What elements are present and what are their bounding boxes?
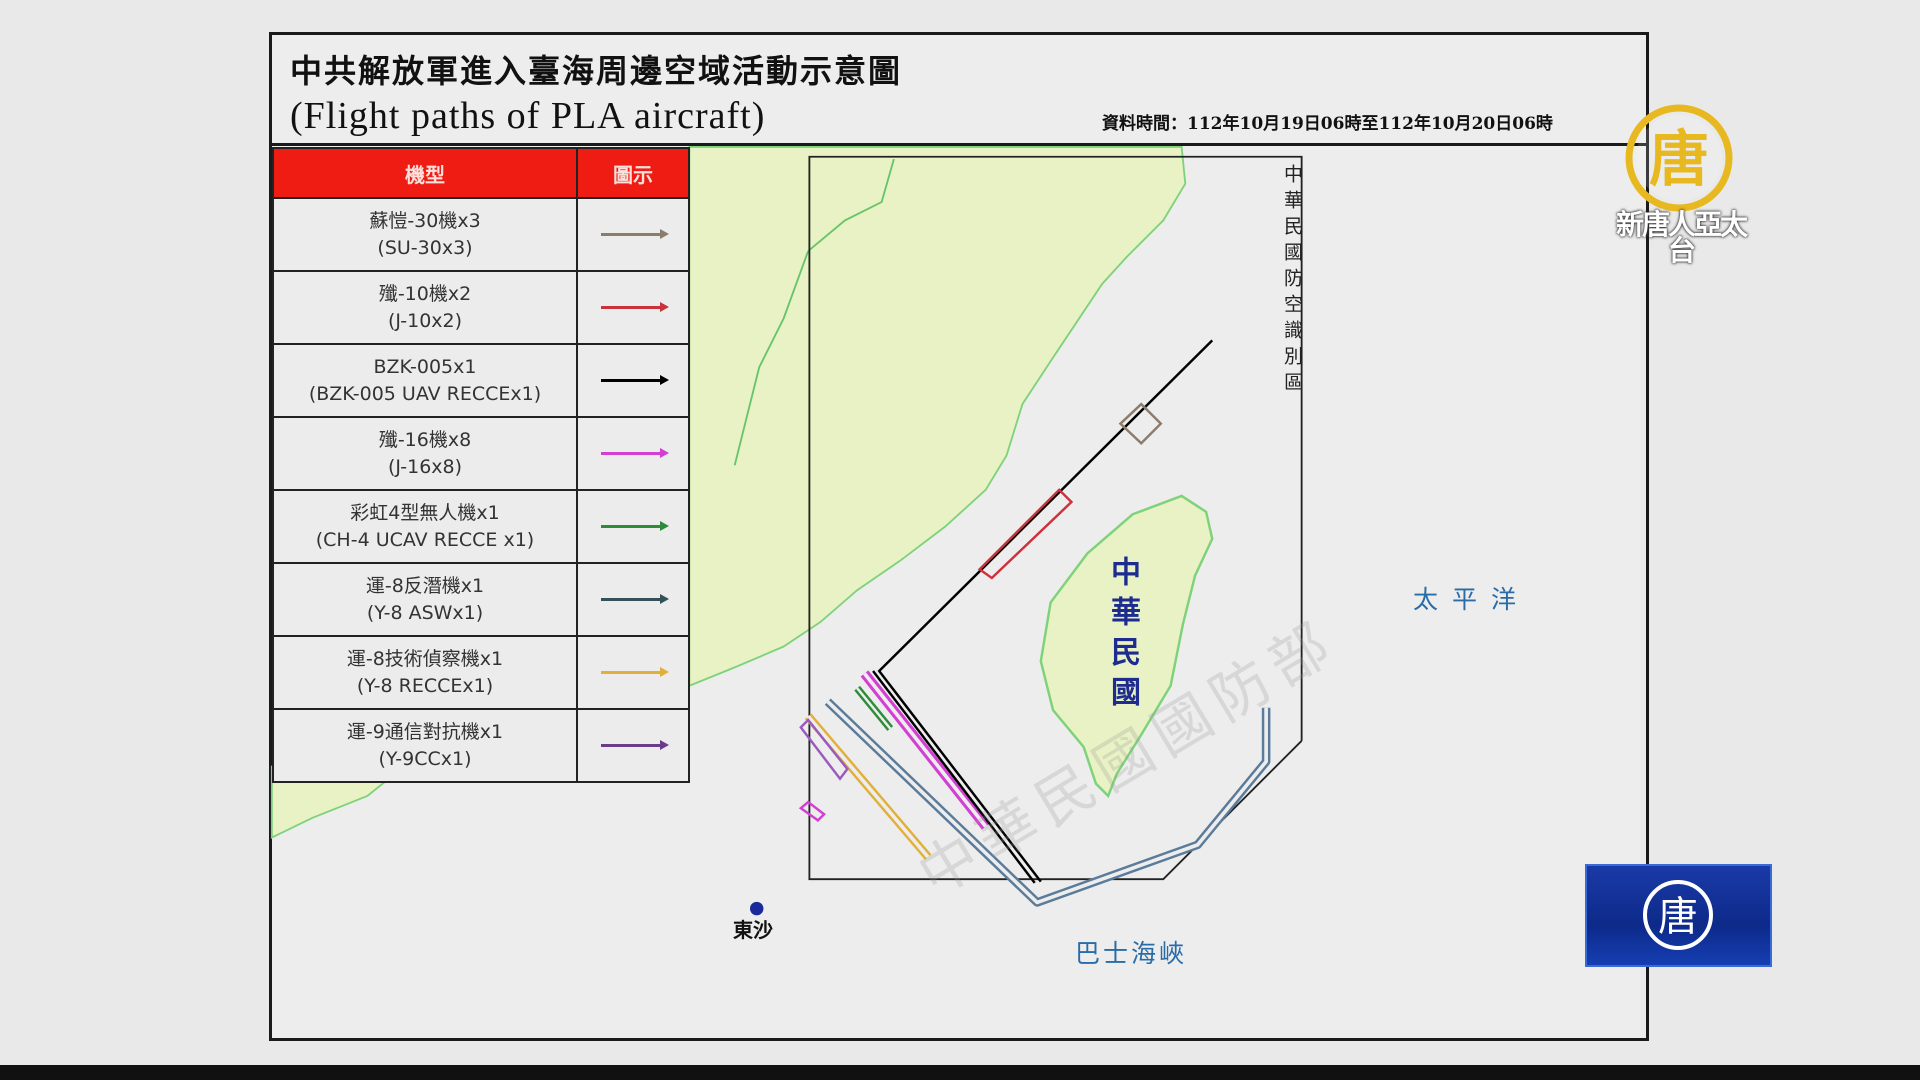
broadcaster-corner-logo: 唐: [1585, 864, 1772, 967]
legend-row: 殲-10機x2 (J-10x2): [272, 270, 690, 345]
adiz-label: 中華民國防空識別區: [1281, 164, 1303, 398]
legend-symbol: [576, 708, 690, 783]
flight-path-y9cc: [799, 718, 849, 781]
dongsha-dot: [750, 901, 764, 916]
aircraft-name-en: (CH-4 UCAV RECCE x1): [315, 528, 535, 551]
legend-symbol: [576, 416, 690, 491]
legend-aircraft: BZK-005x1 (BZK-005 UAV RECCEx1): [272, 343, 578, 418]
legend-aircraft: 殲-16機x8 (J-16x8): [272, 416, 578, 491]
aircraft-name-en: (SU-30x3): [377, 236, 473, 259]
aircraft-name-en: (Y-8 RECCEx1): [356, 674, 494, 697]
flight-path-j16-inner: [863, 672, 988, 828]
video-bottom-bar: [0, 1065, 1920, 1080]
aircraft-name-en: (J-10x2): [387, 309, 463, 332]
legend-aircraft: 運-8反潛機x1 (Y-8 ASWx1): [272, 562, 578, 637]
arrow-icon: [601, 594, 669, 604]
legend-header-type: 機型: [272, 147, 578, 199]
aircraft-name-en: (Y-9CCx1): [378, 747, 472, 770]
arrow-icon: [601, 229, 669, 239]
dongsha-label: 東沙: [733, 918, 773, 942]
aircraft-name-en: (J-16x8): [387, 455, 463, 478]
legend-aircraft: 運-9通信對抗機x1 (Y-9CCx1): [272, 708, 578, 783]
aircraft-name-en: (BZK-005 UAV RECCEx1): [308, 382, 542, 405]
flight-path-ch4-inner: [856, 687, 892, 730]
legend-row: 運-8反潛機x1 (Y-8 ASWx1): [272, 562, 690, 637]
china-mainland: [688, 146, 1187, 688]
taiwan-label: 中華民國: [1105, 556, 1140, 716]
flight-path-j10: [977, 488, 1074, 580]
legend-symbol: [576, 489, 690, 564]
data-time: 資料時間：112年10月19日06時至112年10月20日06時: [1102, 114, 1553, 134]
arrow-icon: [601, 521, 669, 531]
taiwan-island: [1039, 494, 1214, 799]
map-subtitle: (Flight paths of PLA aircraft): [290, 95, 766, 137]
arrow-icon: [601, 302, 669, 312]
broadcaster-logo-text: 新唐人亞太台: [1616, 208, 1748, 267]
map-title: 中共解放軍進入臺海周邊空域活動示意圖: [290, 52, 903, 90]
legend-symbol: [576, 562, 690, 637]
legend-header-symbol: 圖示: [576, 147, 690, 199]
legend-aircraft: 蘇愷-30機x3 (SU-30x3): [272, 197, 578, 272]
arrow-icon: [601, 667, 669, 677]
legend-symbol: [576, 197, 690, 272]
arrow-icon: [601, 375, 669, 385]
legend-symbol: [576, 343, 690, 418]
legend-row: 殲-16機x8 (J-16x8): [272, 416, 690, 491]
aircraft-name-zh: 運-8技術偵察機x1: [346, 647, 504, 670]
legend-aircraft: 彩虹4型無人機x1 (CH-4 UCAV RECCE x1): [272, 489, 578, 564]
svg-text:唐: 唐: [1649, 125, 1709, 195]
adiz-boundary: [808, 155, 1303, 881]
aircraft-name-zh: 彩虹4型無人機x1: [350, 501, 500, 524]
province-border: [807, 158, 895, 252]
legend-row: 彩虹4型無人機x1 (CH-4 UCAV RECCE x1): [272, 489, 690, 564]
flight-path-su30: [1118, 402, 1163, 445]
aircraft-name-zh: BZK-005x1: [373, 355, 477, 378]
legend-symbol: [576, 270, 690, 345]
aircraft-name-zh: 運-8反潛機x1: [365, 574, 485, 597]
legend-row: BZK-005x1 (BZK-005 UAV RECCEx1): [272, 343, 690, 418]
tang-emblem-icon: 唐: [1643, 880, 1713, 950]
aircraft-name-zh: 殲-10機x2: [378, 282, 472, 305]
tang-character-emblem-icon: 唐: [1625, 104, 1733, 212]
flight-path-bzk005-return: [872, 670, 1036, 884]
legend-symbol: [576, 635, 690, 710]
legend-aircraft: 運-8技術偵察機x1 (Y-8 RECCEx1): [272, 635, 578, 710]
flight-path-y8-asw-inner: [826, 700, 1268, 905]
aircraft-legend: 機型 圖示 蘇愷-30機x3 (SU-30x3) 殲-10機x2 (J-10x2) BZ…: [272, 147, 690, 783]
legend-aircraft: 殲-10機x2 (J-10x2): [272, 270, 578, 345]
arrow-icon: [601, 448, 669, 458]
aircraft-name-zh: 運-9通信對抗機x1: [346, 720, 504, 743]
header-divider: [272, 143, 1648, 146]
aircraft-name-zh: 蘇愷-30機x3: [369, 209, 481, 232]
bashi-channel-label: 巴士海峽: [1075, 939, 1188, 968]
aircraft-name-zh: 殲-16機x8: [378, 428, 472, 451]
pacific-ocean-label: 太平洋: [1413, 585, 1531, 614]
legend-row: 運-8技術偵察機x1 (Y-8 RECCEx1): [272, 635, 690, 710]
province-border: [733, 250, 810, 466]
legend-row: 蘇愷-30機x3 (SU-30x3): [272, 197, 690, 272]
legend-row: 運-9通信對抗機x1 (Y-9CCx1): [272, 708, 690, 783]
flight-path-bzk005: [877, 339, 1214, 883]
svg-text:唐: 唐: [1658, 894, 1698, 940]
arrow-icon: [601, 740, 669, 750]
flight-path-y8-recce-inner: [806, 715, 930, 859]
aircraft-name-en: (Y-8 ASWx1): [366, 601, 484, 624]
flight-path-y9cc-2: [798, 800, 826, 823]
